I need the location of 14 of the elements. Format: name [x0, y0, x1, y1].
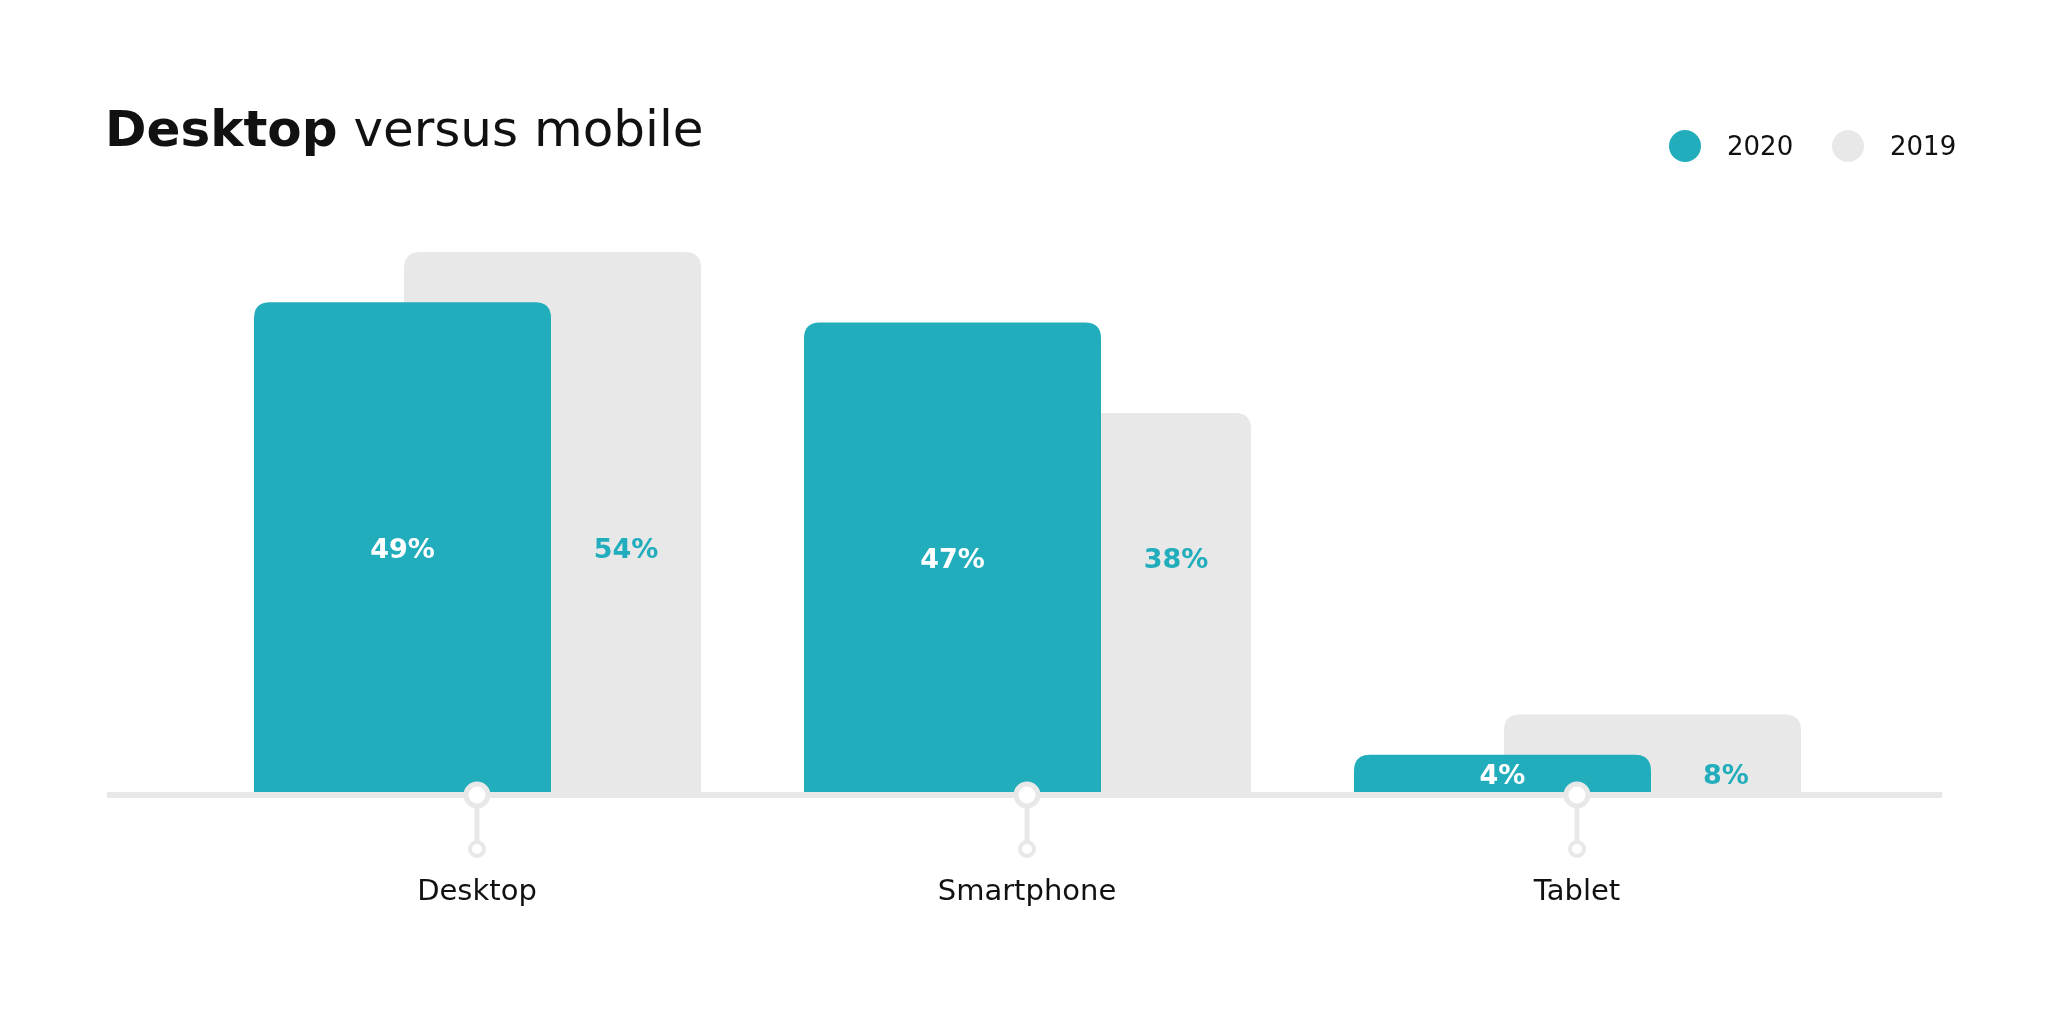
- data-label: 54%: [593, 533, 659, 565]
- chart-title: Desktop versus mobile: [105, 100, 704, 158]
- data-label: 4%: [1479, 759, 1526, 791]
- data-label: 49%: [370, 533, 435, 565]
- bar: [804, 322, 1101, 795]
- data-label: 47%: [920, 543, 985, 575]
- legend-label: 2019: [1890, 131, 1957, 162]
- x-tick-label: Desktop: [417, 873, 537, 907]
- x-tick-label: Tablet: [1532, 873, 1621, 907]
- bar: [254, 302, 551, 795]
- x-tick-label: Smartphone: [937, 873, 1117, 907]
- legend-label: 2020: [1727, 131, 1794, 162]
- data-label: 8%: [1703, 759, 1749, 791]
- data-label: 38%: [1143, 543, 1209, 575]
